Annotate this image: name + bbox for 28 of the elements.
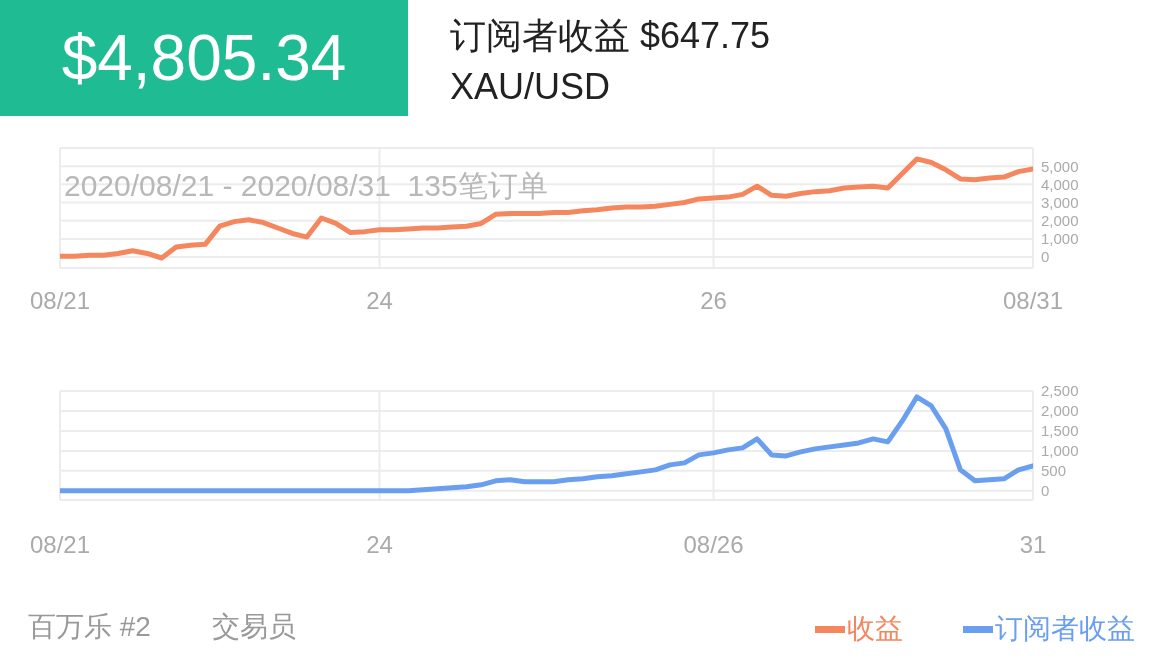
y-tick-label: 1,000 [1041, 442, 1079, 460]
text: XAU/USD [450, 66, 611, 107]
y-tick-label: 2,000 [1041, 402, 1079, 420]
y-tick-label: 2,500 [1041, 382, 1079, 400]
annotation: 2020/08/21 - 2020/08/31 135笔订单 [64, 169, 548, 202]
x-tick-label: 24 [366, 531, 393, 559]
y-tick-label: 5,000 [1041, 157, 1079, 175]
chart-subtitle: 订阅者收益 $647.75 [450, 15, 771, 56]
x-tick-label: 08/21 [29, 287, 91, 315]
y-tick-label: 0 [1041, 482, 1050, 500]
x-tick-label: 31 [1019, 531, 1047, 559]
x-tick-label: 26 [700, 287, 727, 315]
y-tick-label: 1,500 [1041, 422, 1079, 440]
y-tick-label: 3,000 [1041, 193, 1079, 211]
y-tick-label: 500 [1041, 462, 1067, 480]
y-tick-label: 4,000 [1041, 175, 1079, 193]
chart-title: $4,805.34 [61, 21, 347, 95]
y-tick-label: 1,000 [1041, 230, 1079, 248]
text: 交易员 [212, 611, 296, 642]
x-tick-label: 08/26 [683, 531, 744, 559]
x-tick-label: 08/31 [1002, 287, 1064, 315]
text: 百万乐 #2 [28, 611, 151, 642]
y-tick-label: 2,000 [1041, 212, 1079, 230]
y-tick-label: 0 [1041, 248, 1050, 266]
legend-label: 订阅者收益 [995, 612, 1135, 646]
legend-label: 收益 [847, 612, 903, 646]
x-tick-label: 08/21 [29, 531, 91, 559]
x-tick-label: 24 [366, 287, 393, 315]
